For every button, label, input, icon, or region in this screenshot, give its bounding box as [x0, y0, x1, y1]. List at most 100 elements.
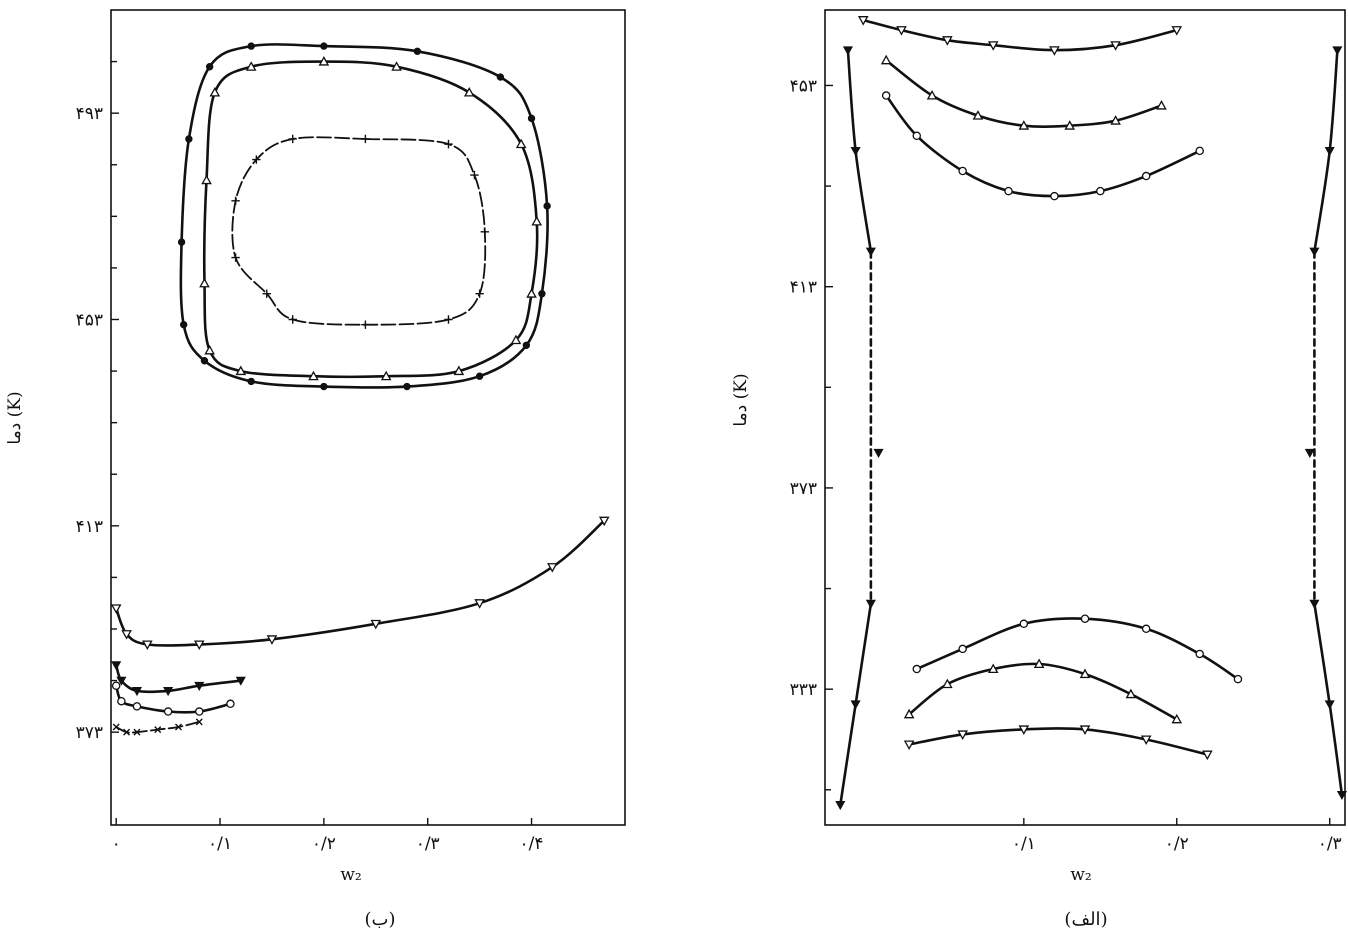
series-7	[1304, 46, 1347, 801]
data-point-triangle-down	[1171, 26, 1183, 36]
data-point-circle	[195, 707, 204, 716]
data-point-dot	[320, 42, 328, 50]
data-point-circle	[117, 696, 126, 706]
series-5	[903, 725, 1213, 761]
panel-b: ۰ ۰/۱ ۰/۲ ۰/۳ ۰/۴ ۳۷۳ ۴۱۳ ۴۵۳ ۴۹۳ w₂ دما (K) (ب)	[5, 9, 626, 930]
data-point-triangle-down	[110, 604, 122, 614]
x-tick-label: ۰/۲	[312, 834, 336, 854]
data-point-plus	[444, 315, 453, 324]
data-point-triangle-filled	[1324, 147, 1335, 157]
series-3	[912, 614, 1243, 684]
data-point-triangle-down	[1140, 735, 1152, 746]
series-line	[884, 59, 1163, 128]
data-point-triangle-up	[903, 708, 915, 719]
data-point-triangle-up	[199, 277, 210, 288]
data-point-circle	[1019, 619, 1029, 629]
x-tick-label: ۰/۳	[1318, 834, 1342, 854]
data-point-dot	[247, 377, 255, 386]
x-axis-label: w₂	[340, 865, 361, 885]
data-point-triangle-down	[193, 640, 205, 651]
data-point-triangle-filled	[163, 687, 174, 697]
y-tick-label: ۴۹۳	[76, 104, 103, 124]
data-point-triangle-filled	[131, 687, 143, 697]
series-line	[1313, 48, 1339, 253]
data-point-triangle-up	[1125, 688, 1137, 699]
data-point-dot	[538, 290, 546, 298]
series-line	[907, 662, 1179, 721]
y-tick-label: ۴۵۳	[76, 310, 103, 330]
data-point-circle	[1004, 186, 1013, 196]
data-point-triangle-down	[266, 635, 278, 645]
data-point-triangle-filled	[1332, 46, 1343, 56]
series-2	[881, 91, 1204, 201]
data-point-circle	[1195, 146, 1204, 156]
data-point-triangle-up	[201, 174, 212, 185]
data-point-circle	[226, 699, 235, 709]
series-1	[199, 56, 543, 381]
series-line	[179, 43, 549, 389]
y-tick-label: ۳۳۳	[790, 680, 817, 700]
data-point-circle	[1141, 171, 1151, 181]
data-point-plus	[231, 253, 240, 262]
data-point-triangle-up	[308, 370, 319, 381]
data-point-triangle-up	[209, 86, 221, 97]
data-point-triangle-filled	[835, 801, 846, 811]
data-point-cross	[195, 718, 203, 726]
data-point-triangle-filled	[194, 681, 205, 691]
panel-caption: (الف)	[1064, 909, 1107, 930]
data-point-triangle-down	[142, 640, 153, 651]
data-point-triangle-down	[1202, 750, 1213, 761]
series-line	[907, 727, 1209, 756]
data-point-dot	[527, 114, 536, 123]
data-point-circle	[1050, 191, 1059, 201]
data-point-triangle-up	[531, 215, 543, 226]
data-point-triangle-down	[474, 599, 485, 609]
y-axis-label: دما (K)	[731, 373, 751, 426]
x-axis-label: w₂	[1070, 865, 1091, 885]
series-line	[846, 48, 873, 253]
data-point-triangle-filled	[116, 676, 127, 686]
data-point-circle	[958, 166, 967, 176]
data-point-triangle-up	[391, 61, 402, 71]
data-point-triangle-filled	[1324, 700, 1335, 710]
data-point-triangle-up	[926, 89, 938, 100]
data-point-cross	[112, 723, 120, 731]
y-tick-label: ۴۱۳	[76, 517, 103, 537]
data-point-plus	[444, 139, 453, 149]
data-point-circle	[1233, 674, 1243, 684]
data-point-triangle-filled	[1304, 448, 1315, 458]
x-tick-label: ۰/۱	[208, 834, 232, 854]
data-point-circle	[1096, 186, 1105, 196]
data-point-triangle-filled	[873, 448, 884, 458]
data-point-circle	[163, 707, 173, 716]
data-point-plus	[252, 155, 261, 164]
data-point-circle	[958, 644, 967, 654]
series-6	[835, 46, 884, 811]
data-point-triangle-filled	[1336, 790, 1347, 801]
series-5	[111, 681, 235, 716]
x-tick-label: ۰/۱	[1012, 834, 1036, 854]
data-point-plus	[288, 134, 297, 144]
data-point-cross	[175, 723, 182, 731]
data-point-triangle-up	[987, 663, 999, 674]
series-2	[231, 134, 490, 329]
x-tick-label: ۰/۴	[520, 834, 544, 854]
data-point-triangle-up	[453, 365, 465, 376]
data-point-cross	[154, 726, 162, 734]
data-point-circle	[132, 702, 142, 711]
data-point-triangle-filled	[865, 247, 876, 257]
y-tick-label: ۳۷۳	[790, 479, 817, 499]
data-point-dot	[475, 372, 484, 380]
data-point-cross	[133, 728, 141, 736]
series-0	[177, 42, 551, 391]
series-3	[110, 516, 610, 651]
data-point-triangle-down	[857, 16, 869, 26]
y-axis-label: دما (K)	[5, 391, 25, 444]
data-point-triangle-down	[1079, 725, 1091, 735]
data-point-plus	[470, 170, 479, 180]
data-point-triangle-up	[515, 138, 527, 149]
data-point-dot	[177, 238, 186, 246]
y-tick-label: ۳۷۳	[76, 723, 103, 743]
data-point-plus	[288, 315, 297, 324]
data-point-plus	[231, 196, 240, 206]
